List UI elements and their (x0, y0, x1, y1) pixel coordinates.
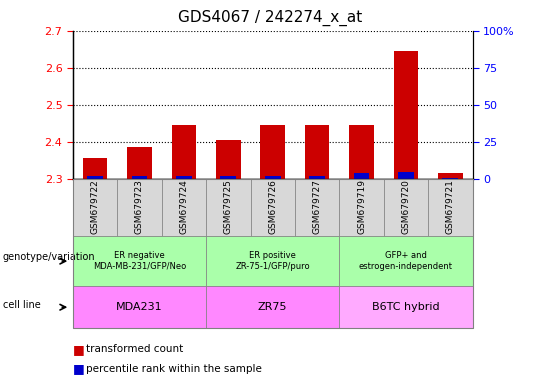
Bar (216, 140, 240, 179)
Text: ZR75: ZR75 (258, 302, 287, 312)
Text: transformed count: transformed count (86, 344, 184, 354)
Bar (132, 176, 147, 179)
Text: GSM679721: GSM679721 (446, 179, 455, 234)
Text: B6TC hybrid: B6TC hybrid (372, 302, 440, 312)
Text: GSM679726: GSM679726 (268, 179, 277, 234)
Text: ■: ■ (73, 362, 85, 375)
Bar (349, 125, 374, 179)
Bar (265, 176, 281, 179)
Text: GSM679720: GSM679720 (401, 179, 410, 234)
Bar (438, 173, 462, 179)
Text: ■: ■ (73, 343, 85, 356)
Text: percentile rank within the sample: percentile rank within the sample (86, 364, 262, 374)
Text: GSM679724: GSM679724 (179, 179, 188, 234)
Bar (260, 125, 285, 179)
Text: GFP+ and
estrogen-independent: GFP+ and estrogen-independent (359, 252, 453, 271)
Bar (220, 176, 236, 179)
Bar (127, 147, 152, 179)
Bar (394, 51, 418, 179)
Bar (87, 176, 103, 179)
Text: genotype/variation: genotype/variation (3, 252, 96, 262)
Text: GSM679725: GSM679725 (224, 179, 233, 234)
Text: GSM679722: GSM679722 (91, 179, 99, 234)
Text: ER positive
ZR-75-1/GFP/puro: ER positive ZR-75-1/GFP/puro (235, 252, 310, 271)
Text: ER negative
MDA-MB-231/GFP/Neo: ER negative MDA-MB-231/GFP/Neo (93, 252, 186, 271)
Bar (305, 125, 329, 179)
Text: GSM679723: GSM679723 (135, 179, 144, 234)
Text: GSM679727: GSM679727 (313, 179, 322, 234)
Bar (309, 176, 325, 179)
Bar (172, 125, 196, 179)
Text: cell line: cell line (3, 300, 40, 310)
Text: GDS4067 / 242274_x_at: GDS4067 / 242274_x_at (178, 10, 362, 26)
Text: GSM679719: GSM679719 (357, 179, 366, 234)
Bar (83, 158, 107, 179)
Bar (442, 178, 458, 179)
Bar (354, 173, 369, 179)
Bar (398, 172, 414, 179)
Text: MDA231: MDA231 (116, 302, 163, 312)
Bar (176, 176, 192, 179)
